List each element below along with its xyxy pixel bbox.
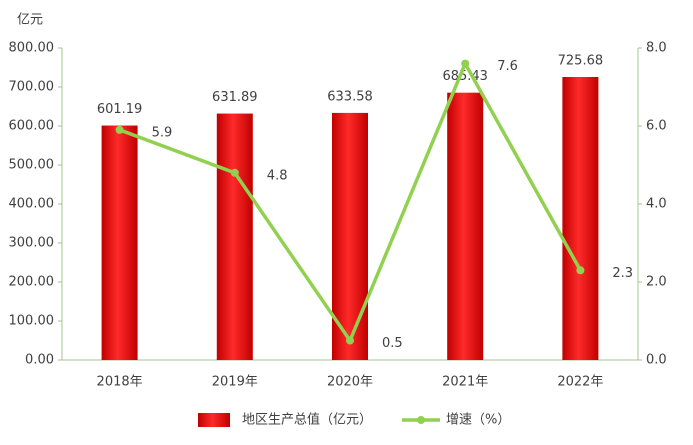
y2-tick-label: 2.0 bbox=[646, 275, 667, 290]
x-tick-label: 2021年 bbox=[442, 375, 488, 390]
bar bbox=[216, 113, 253, 360]
y-tick-label: 300.00 bbox=[9, 236, 55, 251]
y2-tick-label: 6.0 bbox=[646, 119, 667, 134]
bar-value-label: 685.43 bbox=[442, 69, 488, 84]
line-point bbox=[115, 125, 124, 134]
bar-value-label: 725.68 bbox=[558, 53, 604, 68]
y-tick-label: 800.00 bbox=[9, 41, 55, 56]
line-point bbox=[346, 336, 354, 345]
y-tick-label: 0.00 bbox=[25, 353, 54, 368]
y-tick-label: 600.00 bbox=[9, 119, 55, 134]
bar bbox=[562, 76, 599, 360]
line-value-label: 5.9 bbox=[152, 125, 173, 140]
line-point bbox=[230, 168, 239, 177]
y-tick-label: 200.00 bbox=[9, 275, 55, 290]
bar bbox=[332, 112, 368, 360]
y-tick-label: 500.00 bbox=[9, 158, 55, 173]
legend-swatch-point bbox=[417, 416, 425, 424]
bar-value-label: 631.89 bbox=[212, 90, 258, 105]
bar bbox=[101, 125, 138, 361]
x-tick-label: 2022年 bbox=[557, 375, 603, 390]
y2-tick-label: 4.0 bbox=[646, 197, 667, 212]
y-tick-label: 700.00 bbox=[9, 80, 55, 95]
y2-tick-label: 8.0 bbox=[646, 41, 667, 56]
line-value-label: 4.8 bbox=[267, 168, 288, 183]
y2-tick-label: 0.0 bbox=[646, 353, 667, 368]
x-tick-label: 2018年 bbox=[97, 375, 143, 390]
line-value-label: 2.3 bbox=[612, 266, 633, 281]
line-point bbox=[576, 266, 585, 275]
x-tick-label: 2019年 bbox=[212, 375, 258, 390]
legend-label: 地区生产总值（亿元） bbox=[242, 412, 372, 428]
y-unit: 亿元 bbox=[17, 13, 43, 28]
bar-value-label: 601.19 bbox=[97, 102, 143, 117]
bar-value-label: 633.58 bbox=[327, 89, 373, 104]
bar bbox=[447, 92, 484, 360]
y-tick-label: 100.00 bbox=[9, 314, 55, 329]
line-value-label: 0.5 bbox=[382, 336, 403, 351]
x-tick-label: 2020年 bbox=[327, 375, 373, 390]
legend-label: 增速（%） bbox=[446, 413, 510, 428]
y-tick-label: 400.00 bbox=[9, 197, 55, 212]
legend-swatch bbox=[198, 413, 230, 427]
line-value-label: 7.6 bbox=[497, 59, 518, 74]
line-point bbox=[461, 59, 470, 68]
